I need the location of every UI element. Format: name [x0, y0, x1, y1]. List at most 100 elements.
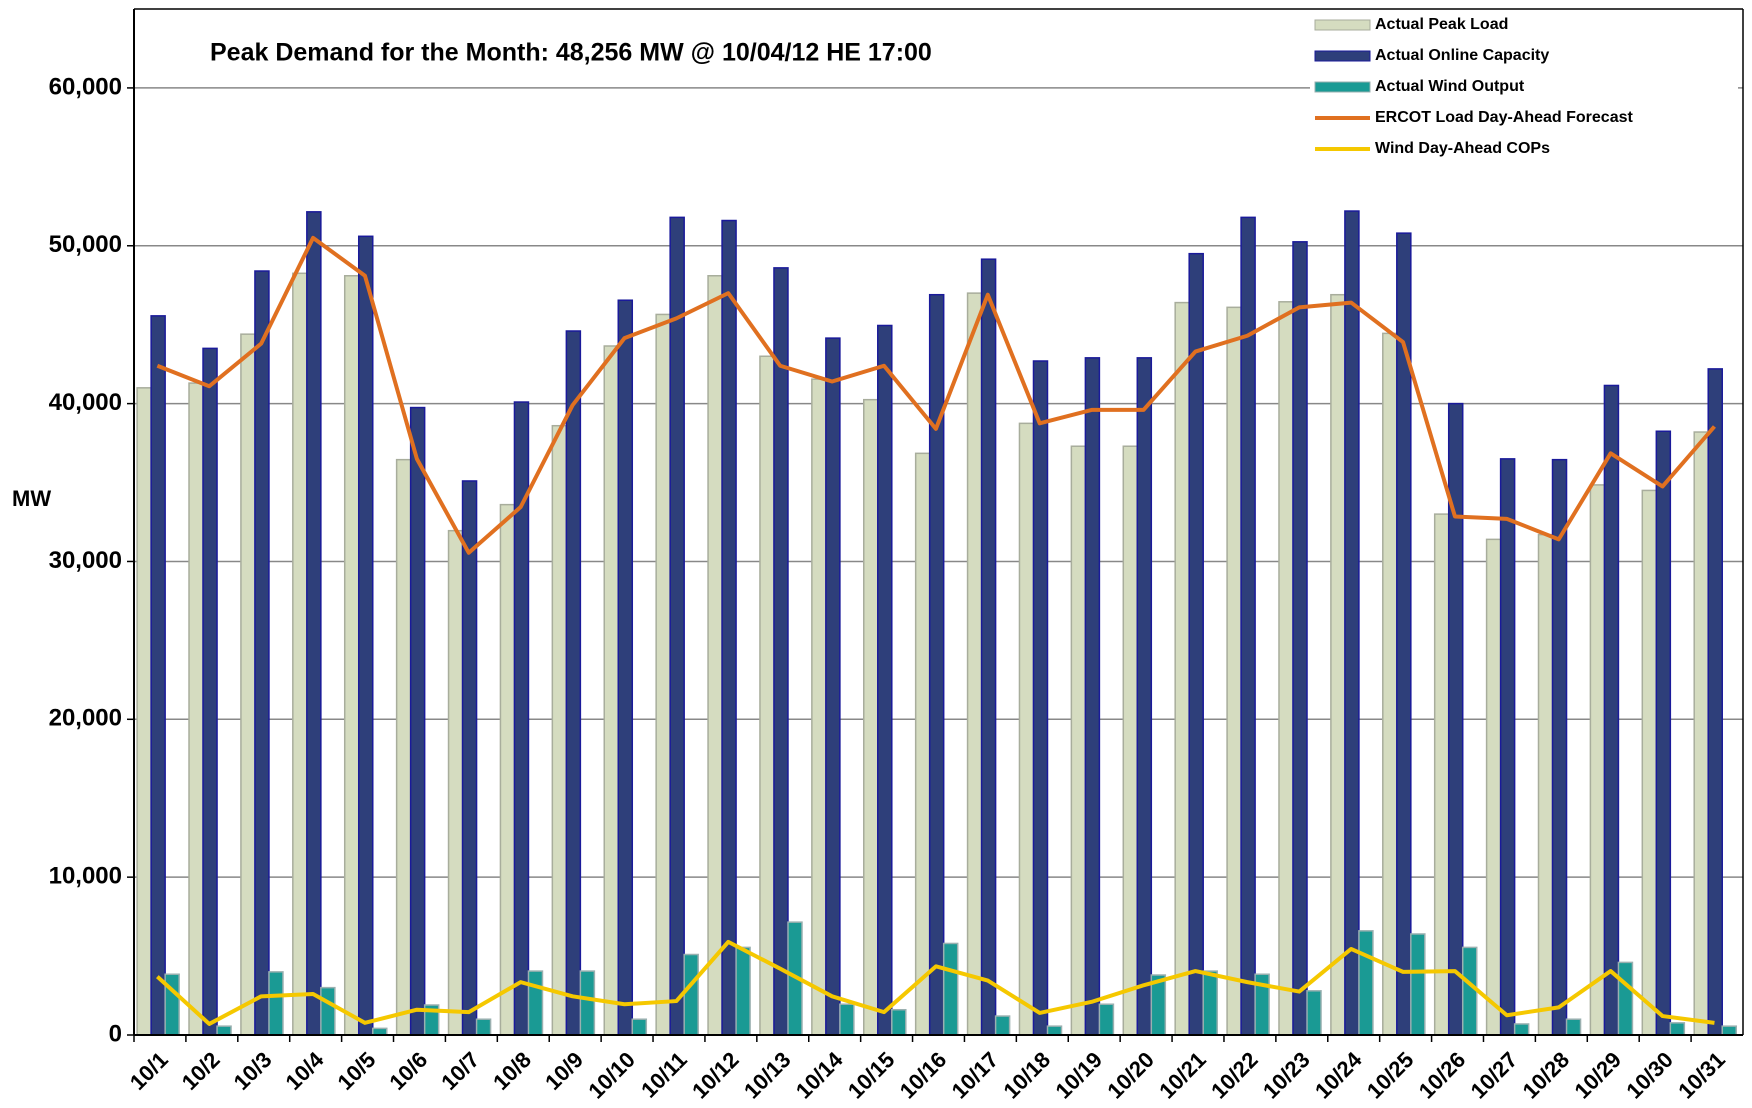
bar [136, 387, 152, 1036]
legend-label: ERCOT Load Day-Ahead Forecast [1375, 109, 1634, 126]
bar [683, 953, 699, 1036]
bar [1565, 1018, 1582, 1036]
line [156, 939, 1715, 1026]
x-tick-label: 10/5 [332, 1047, 380, 1095]
legend-label: Actual Online Capacity [1375, 47, 1549, 64]
bar [877, 324, 893, 1036]
bar [825, 337, 841, 1036]
bar [254, 270, 270, 1036]
bar [1344, 210, 1360, 1036]
x-tick-label: 10/17 [947, 1047, 1004, 1104]
x-tick-label: 10/20 [1102, 1047, 1159, 1104]
bar [565, 330, 582, 1036]
y-tick-label: 20,000 [49, 705, 122, 732]
bar [811, 378, 827, 1036]
bar [1278, 301, 1294, 1036]
y-tick-label: 10,000 [49, 862, 122, 889]
bar [395, 458, 412, 1036]
bar [551, 424, 568, 1036]
bar [240, 333, 256, 1036]
y-axis-label: MW [12, 486, 51, 511]
bar [942, 942, 959, 1036]
bar [655, 313, 671, 1036]
bar [357, 235, 374, 1036]
bar [1292, 241, 1308, 1036]
bar [1603, 384, 1620, 1036]
bar [863, 398, 879, 1036]
bar [891, 1008, 907, 1036]
y-tick-label: 50,000 [49, 231, 122, 258]
x-tick-label: 10/21 [1154, 1047, 1211, 1104]
bar [475, 1018, 492, 1036]
bar [1485, 538, 1502, 1036]
bar [617, 299, 634, 1036]
x-tick-label: 10/16 [895, 1047, 952, 1104]
bar [447, 529, 464, 1036]
bar [707, 275, 723, 1036]
bar [527, 970, 544, 1036]
bar [1513, 1023, 1530, 1036]
y-tick-label: 40,000 [49, 389, 122, 416]
bar [188, 382, 204, 1036]
bar [1122, 445, 1139, 1036]
bar [603, 345, 620, 1036]
line [156, 235, 1716, 555]
bar [409, 406, 426, 1036]
bar [499, 503, 516, 1036]
bar [773, 267, 789, 1036]
bar [994, 1015, 1011, 1036]
bar [1693, 431, 1709, 1036]
legend-swatch [1314, 19, 1371, 31]
x-tick-label: 10/7 [436, 1047, 484, 1095]
bar [1174, 301, 1190, 1036]
x-tick-label: 10/13 [739, 1047, 796, 1104]
bar [928, 293, 945, 1036]
bar [839, 1003, 855, 1036]
bar [980, 258, 997, 1036]
bar [1461, 946, 1478, 1036]
bar [1032, 360, 1049, 1036]
bar [306, 211, 322, 1036]
x-tick-label: 10/1 [125, 1047, 173, 1095]
bar [1382, 332, 1398, 1036]
x-tick-label: 10/3 [229, 1047, 277, 1095]
bar [1226, 306, 1242, 1036]
bar [292, 272, 308, 1036]
bar [1433, 513, 1450, 1036]
x-tick-label: 10/6 [384, 1047, 432, 1095]
x-tick-label: 10/11 [636, 1047, 692, 1103]
chart-title: Peak Demand for the Month: 48,256 MW @ 1… [210, 39, 932, 67]
bar [1070, 445, 1087, 1036]
x-tick-label: 10/18 [999, 1047, 1056, 1104]
x-tick-label: 10/9 [540, 1047, 588, 1095]
y-tick-label: 0 [109, 1020, 122, 1047]
bar [1721, 1025, 1738, 1036]
x-tick-label: 10/19 [1050, 1047, 1107, 1104]
legend-label: Actual Wind Output [1375, 78, 1525, 95]
bar [1358, 930, 1374, 1036]
bar [1046, 1025, 1063, 1036]
bar [1617, 961, 1634, 1036]
legend-bg [1310, 11, 1738, 181]
bar [1589, 484, 1606, 1036]
x-tick-label: 10/28 [1518, 1047, 1575, 1104]
bar [1188, 252, 1204, 1036]
bar [631, 1018, 648, 1036]
x-tick-label: 10/10 [583, 1047, 640, 1104]
y-tick-label: 60,000 [49, 73, 122, 100]
bar [1330, 293, 1346, 1036]
legend-swatch [1314, 50, 1371, 62]
bar [1084, 357, 1101, 1036]
bar [914, 452, 931, 1036]
x-tick-label: 10/24 [1310, 1046, 1367, 1103]
x-tick-label: 10/22 [1206, 1047, 1263, 1104]
x-tick-label: 10/31 [1673, 1047, 1730, 1104]
x-tick-label: 10/30 [1621, 1047, 1678, 1104]
x-tick-label: 10/27 [1466, 1047, 1523, 1104]
bar [1655, 430, 1672, 1036]
bar [1499, 458, 1516, 1036]
bar [1641, 489, 1658, 1036]
legend-label: Actual Peak Load [1375, 16, 1508, 33]
bar [202, 347, 218, 1036]
